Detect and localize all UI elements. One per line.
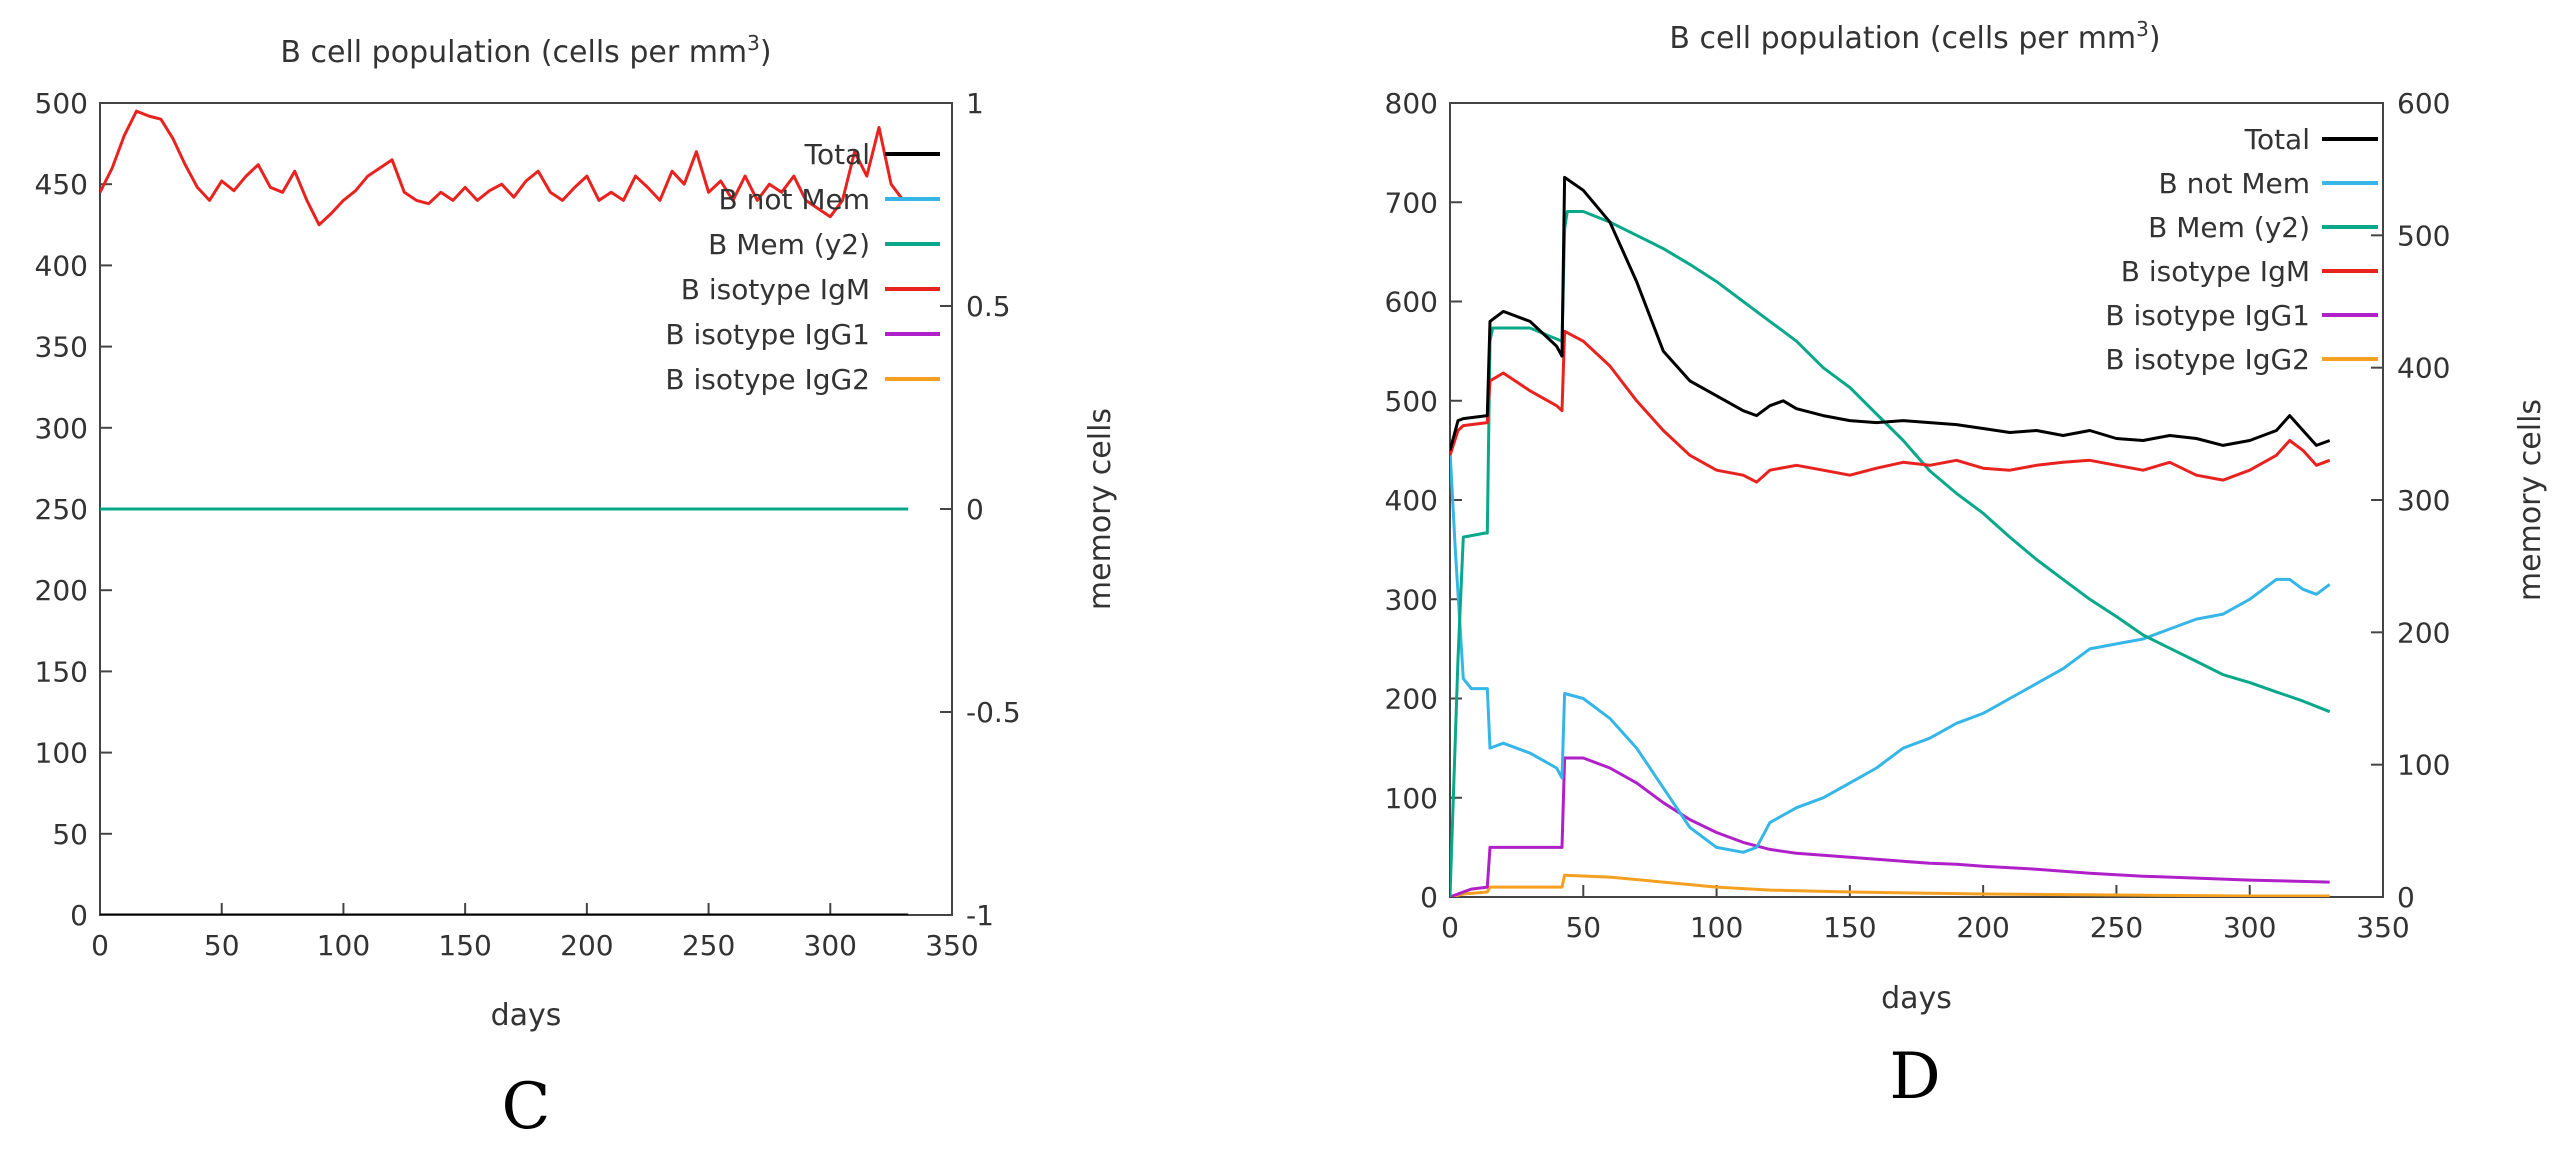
y2-tick-label: -1 [966,899,994,932]
legend-label: B isotype IgG1 [665,318,870,351]
y-tick-label: 250 [35,493,88,526]
y2-tick-label: 600 [2397,87,2450,120]
x-tick-label: 350 [925,929,978,962]
x-tick-label: 50 [204,929,240,962]
y2-tick-label: 0 [2397,881,2415,914]
y2-axis-label: memory cells [2513,399,2548,601]
x-tick-label: 200 [1956,911,2009,944]
y-tick-label: 500 [35,87,88,120]
chart-title: B cell population (cells per mm3) [280,31,771,70]
legend-label: B isotype IgM [681,273,870,306]
series-group [1450,175,2331,897]
legend-label: Total [2244,123,2310,156]
panel-label: D [1889,1040,1940,1114]
y-tick-label: 400 [1385,484,1438,517]
chart-panel-c: B cell population (cells per mm3)0 50 100 1… [35,31,1118,1144]
y2-tick-label: 0.5 [966,290,1011,323]
series-line-b-isotype-igm [1450,329,2331,484]
x-axis-label: days [1881,981,1952,1016]
series-line-total [1450,175,2331,451]
x-tick-label: 50 [1565,911,1601,944]
x-tick-label: 150 [438,929,491,962]
y-tick-label: 350 [35,331,88,364]
y2-tick-label: 500 [2397,219,2450,252]
series-line-b-isotype-igm [100,109,905,227]
legend-label: B isotype IgM [2121,255,2310,288]
legend-label: B Mem (y2) [708,228,870,261]
x-tick-label: 100 [1690,911,1743,944]
y-tick-label: 800 [1385,87,1438,120]
y2-tick-label: -0.5 [966,696,1021,729]
y-tick-label: 600 [1385,286,1438,319]
legend-label: B isotype IgG1 [2105,299,2310,332]
chart-panel-d: B cell population (cells per mm3) 0 50 100 1… [1385,17,2548,1114]
chart-title: B cell population (cells per mm3) [1669,17,2160,56]
x-tick-label: 200 [560,929,613,962]
x-tick-label: 150 [1823,911,1876,944]
y-tick-label: 100 [1385,782,1438,815]
y-tick-label: 200 [35,574,88,607]
y-tick-label: 450 [35,168,88,201]
y2-axis-label: memory cells [1083,408,1118,610]
series-line-b-not-mem [1450,450,2331,854]
series-group [100,109,909,915]
x-tick-label: 100 [317,929,370,962]
y-tick-label: 300 [35,412,88,445]
x-tick-label: 300 [804,929,857,962]
series-line-b-mem-y2- [1450,210,2331,897]
legend-label: B isotype IgG2 [2105,343,2310,376]
y2-tick-label: 0 [966,493,984,526]
y-tick-label: 150 [35,655,88,688]
y2-tick-label: 300 [2397,484,2450,517]
legend-label: B isotype IgG2 [665,363,870,396]
x-tick-label: 250 [682,929,735,962]
y-tick-label: 400 [35,249,88,282]
panel-label: C [502,1070,551,1144]
legend-label: Total [804,138,870,171]
y-tick-label: 50 [52,818,88,851]
y-tick-label: 100 [35,737,88,770]
legend-label: B not Mem [2158,167,2310,200]
x-tick-label: 250 [2090,911,2143,944]
y2-tick-label: 100 [2397,749,2450,782]
series-line-b-isotype-igg1 [1450,756,2330,897]
x-tick-label: 300 [2223,911,2276,944]
y-tick-label: 300 [1385,583,1438,616]
y-tick-label: 0 [70,899,88,932]
y-tick-label: 200 [1385,683,1438,716]
y-tick-label: 0 [1420,881,1438,914]
legend-label: B Mem (y2) [2148,211,2310,244]
legend-label: B not Mem [718,183,870,216]
x-tick-label: 350 [2356,911,2409,944]
y2-tick-label: 400 [2397,352,2450,385]
y2-tick-label: 1 [966,87,984,120]
y-tick-label: 500 [1385,385,1438,418]
y2-tick-label: 200 [2397,616,2450,649]
x-tick-label: 0 [91,929,109,962]
series-line-b-isotype-igg2 [1450,873,2330,897]
x-tick-label: 0 [1441,911,1459,944]
y-tick-label: 700 [1385,186,1438,219]
x-axis-label: days [491,998,562,1033]
